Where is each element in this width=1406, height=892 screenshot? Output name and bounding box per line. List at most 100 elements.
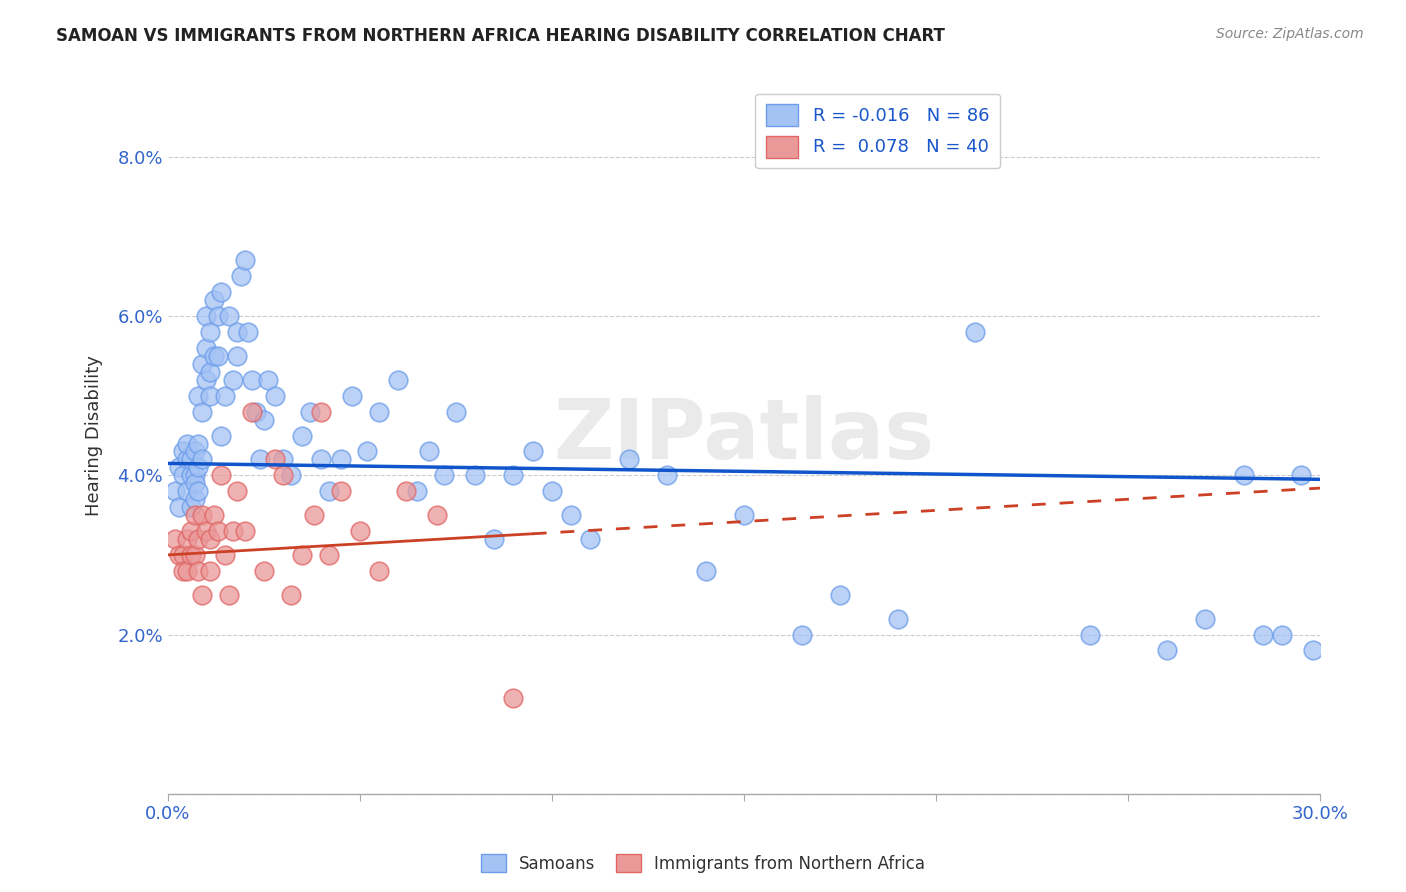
- Point: [340, 389, 363, 403]
- Point: [433, 468, 456, 483]
- Point: [195, 341, 218, 355]
- Point: [444, 405, 467, 419]
- Point: [830, 588, 852, 602]
- Point: [198, 325, 221, 339]
- Point: [502, 468, 524, 483]
- Point: [406, 484, 429, 499]
- Point: [311, 452, 333, 467]
- Point: [1078, 627, 1101, 641]
- Point: [180, 548, 202, 562]
- Point: [183, 476, 205, 491]
- Point: [198, 365, 221, 379]
- Point: [167, 548, 190, 562]
- Point: [165, 484, 187, 499]
- Point: [191, 508, 214, 523]
- Point: [253, 564, 276, 578]
- Point: [176, 532, 198, 546]
- Point: [617, 452, 640, 467]
- Point: [225, 484, 247, 499]
- Point: [198, 564, 221, 578]
- Point: [1194, 611, 1216, 625]
- Point: [180, 500, 202, 515]
- Point: [886, 611, 908, 625]
- Point: [225, 349, 247, 363]
- Point: [245, 405, 267, 419]
- Point: [172, 548, 194, 562]
- Point: [187, 436, 209, 450]
- Point: [218, 309, 240, 323]
- Point: [195, 373, 218, 387]
- Point: [657, 468, 679, 483]
- Point: [187, 460, 209, 475]
- Point: [233, 253, 256, 268]
- Point: [176, 484, 198, 499]
- Point: [180, 452, 202, 467]
- Point: [271, 468, 294, 483]
- Point: [214, 548, 236, 562]
- Point: [167, 500, 190, 515]
- Point: [183, 492, 205, 507]
- Point: [368, 564, 391, 578]
- Point: [541, 484, 564, 499]
- Point: [187, 389, 209, 403]
- Point: [1232, 468, 1254, 483]
- Point: [187, 564, 209, 578]
- Point: [207, 524, 229, 538]
- Point: [1302, 643, 1324, 657]
- Point: [329, 484, 352, 499]
- Text: SAMOAN VS IMMIGRANTS FROM NORTHERN AFRICA HEARING DISABILITY CORRELATION CHART: SAMOAN VS IMMIGRANTS FROM NORTHERN AFRIC…: [56, 27, 945, 45]
- Point: [395, 484, 418, 499]
- Legend: Samoans, Immigrants from Northern Africa: Samoans, Immigrants from Northern Africa: [474, 847, 932, 880]
- Legend: R = -0.016   N = 86, R =  0.078   N = 40: R = -0.016 N = 86, R = 0.078 N = 40: [755, 94, 1000, 169]
- Point: [172, 444, 194, 458]
- Point: [191, 357, 214, 371]
- Point: [240, 405, 263, 419]
- Point: [207, 309, 229, 323]
- Point: [464, 468, 486, 483]
- Point: [426, 508, 449, 523]
- Point: [180, 468, 202, 483]
- Point: [211, 468, 233, 483]
- Point: [280, 468, 302, 483]
- Point: [211, 285, 233, 300]
- Point: [240, 373, 263, 387]
- Point: [218, 588, 240, 602]
- Point: [167, 460, 190, 475]
- Point: [202, 293, 225, 308]
- Point: [183, 548, 205, 562]
- Point: [356, 444, 378, 458]
- Point: [298, 405, 321, 419]
- Point: [579, 532, 602, 546]
- Point: [176, 452, 198, 467]
- Point: [191, 588, 214, 602]
- Point: [249, 452, 271, 467]
- Point: [695, 564, 717, 578]
- Point: [183, 444, 205, 458]
- Point: [191, 452, 214, 467]
- Point: [225, 325, 247, 339]
- Point: [329, 452, 352, 467]
- Point: [271, 452, 294, 467]
- Y-axis label: Hearing Disability: Hearing Disability: [86, 355, 103, 516]
- Point: [253, 412, 276, 426]
- Point: [311, 405, 333, 419]
- Point: [349, 524, 371, 538]
- Point: [418, 444, 440, 458]
- Point: [176, 436, 198, 450]
- Point: [256, 373, 278, 387]
- Point: [484, 532, 506, 546]
- Point: [198, 389, 221, 403]
- Point: [183, 508, 205, 523]
- Point: [790, 627, 813, 641]
- Point: [502, 691, 524, 706]
- Point: [264, 389, 287, 403]
- Point: [233, 524, 256, 538]
- Point: [1271, 627, 1294, 641]
- Point: [560, 508, 582, 523]
- Point: [222, 373, 245, 387]
- Point: [291, 548, 314, 562]
- Point: [191, 405, 214, 419]
- Point: [1251, 627, 1274, 641]
- Point: [176, 564, 198, 578]
- Point: [1156, 643, 1178, 657]
